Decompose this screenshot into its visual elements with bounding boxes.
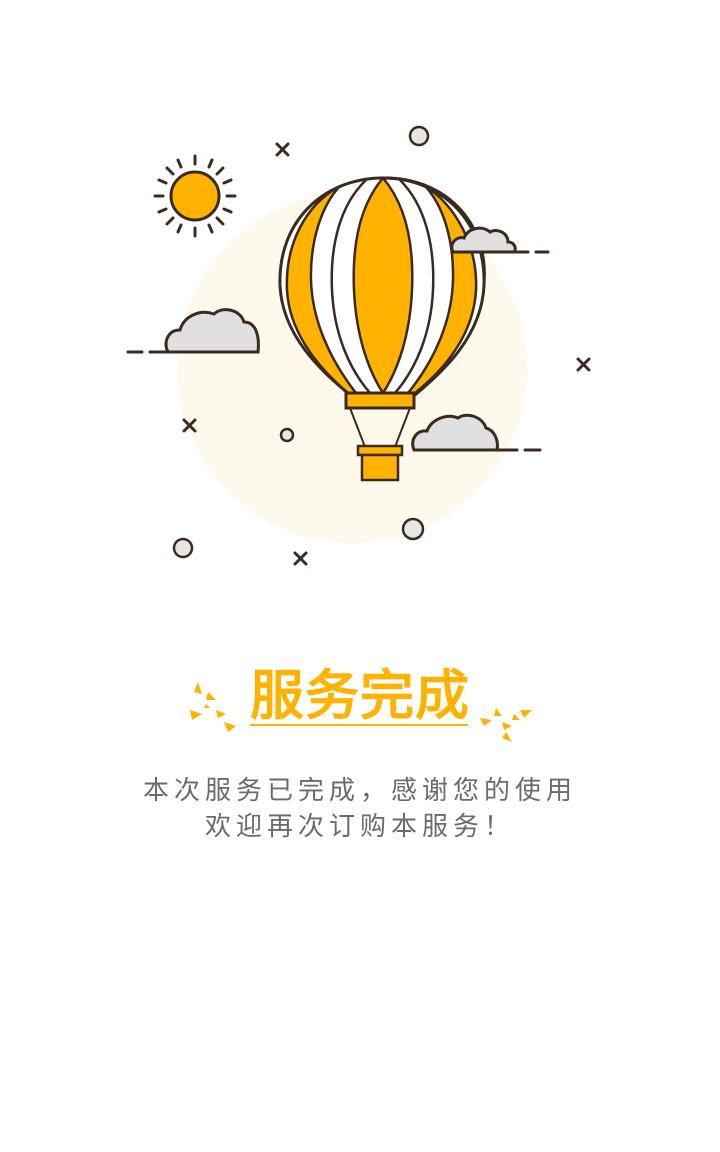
- balloon-illustration: [0, 0, 720, 620]
- message-line-1: 本次服务已完成，感谢您的使用: [0, 774, 720, 808]
- sparkle-right-icon: [478, 704, 536, 744]
- page-title: 服务完成: [0, 664, 720, 728]
- title-underline: [250, 724, 468, 726]
- title-section: 服务完成: [0, 650, 720, 750]
- message-line-2: 欢迎再次订购本服务！: [0, 810, 720, 844]
- sun-icon: [155, 156, 235, 236]
- cloud-icon: [128, 310, 258, 352]
